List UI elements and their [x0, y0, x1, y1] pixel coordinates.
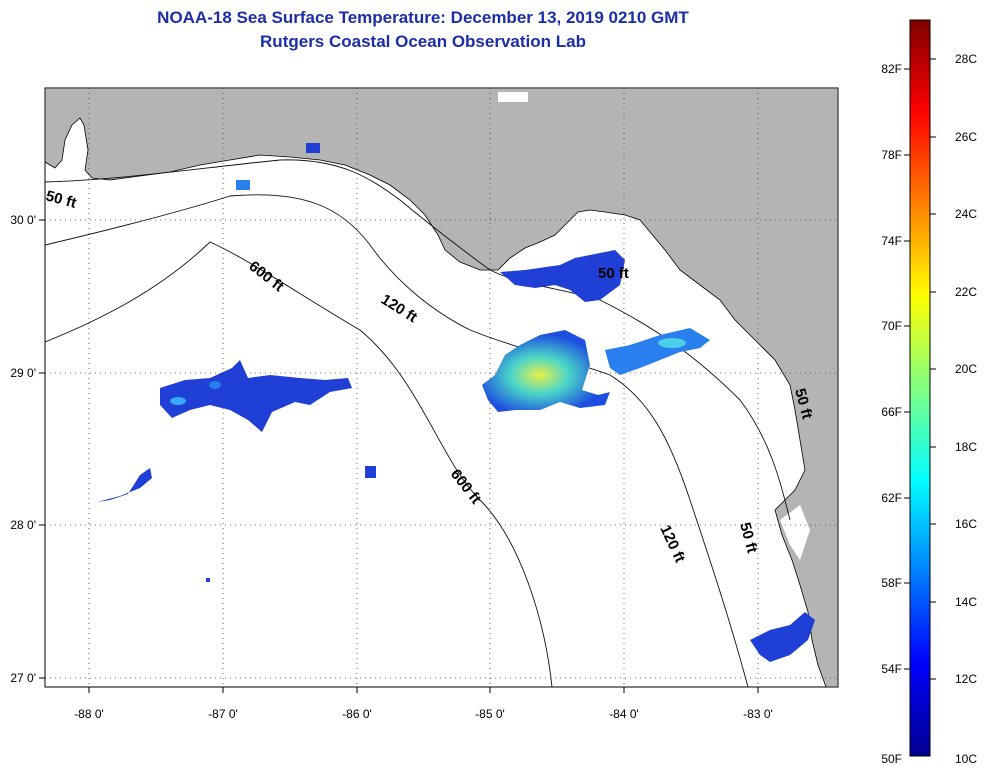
lat-tick-label: 27 0' [10, 671, 36, 685]
lon-tick-label: -86 0' [342, 707, 372, 721]
depth-contours [45, 159, 791, 687]
sst-patch-west [160, 360, 352, 432]
colorbar-c-label: 20C [955, 362, 977, 376]
sst-patch-southwest [97, 468, 152, 502]
colorbar-gradient [909, 19, 931, 757]
sst-data-patches [97, 143, 815, 662]
lat-tick-label: 30 0' [10, 213, 36, 227]
lon-tick-label: -87 0' [208, 707, 238, 721]
colorbar-f-label: 54F [881, 662, 902, 676]
colorbar-f-label: 58F [881, 576, 902, 590]
lon-tick-label: -84 0' [609, 707, 639, 721]
colorbar-c-label: 24C [955, 207, 977, 221]
colorbar-f-label: 62F [881, 491, 902, 505]
lat-tick-label: 29 0' [10, 366, 36, 380]
map-grid [45, 88, 838, 687]
sst-patch-cedar [605, 328, 710, 375]
colorbar-c-label: 26C [955, 130, 977, 144]
colorbar-f-label: 66F [881, 405, 902, 419]
colorbar: 82F 78F 74F 70F 66F 62F 58F 54F 50F 28C … [881, 19, 977, 766]
colorbar-c-label: 14C [955, 595, 977, 609]
colorbar-c-label: 10C [955, 752, 977, 766]
colorbar-c-label: 16C [955, 517, 977, 531]
colorbar-f-label: 82F [881, 62, 902, 76]
contour-label: 50 ft [598, 265, 629, 282]
lat-tick-label: 28 0' [10, 518, 36, 532]
colorbar-c-label: 28C [955, 52, 977, 66]
lon-tick-label: -88 0' [74, 707, 104, 721]
colorbar-f-label: 74F [881, 234, 902, 248]
colorbar-c-label: 12C [955, 672, 977, 686]
lon-tick-label: -85 0' [475, 707, 505, 721]
colorbar-c-label: 18C [955, 440, 977, 454]
colorbar-c-label: 22C [955, 285, 977, 299]
sst-patch-apalachee [500, 250, 625, 302]
colorbar-f-label: 50F [881, 752, 902, 766]
colorbar-f-label: 78F [881, 148, 902, 162]
colorbar-f-label: 70F [881, 319, 902, 333]
map-subtitle: Rutgers Coastal Ocean Observation Lab [260, 32, 586, 51]
sst-patch-big-bend [482, 330, 610, 412]
lon-tick-label: -83 0' [743, 707, 773, 721]
sst-patch-southeast [750, 612, 815, 662]
map-title: NOAA-18 Sea Surface Temperature: Decembe… [157, 8, 689, 27]
axis-ticks [39, 219, 759, 693]
